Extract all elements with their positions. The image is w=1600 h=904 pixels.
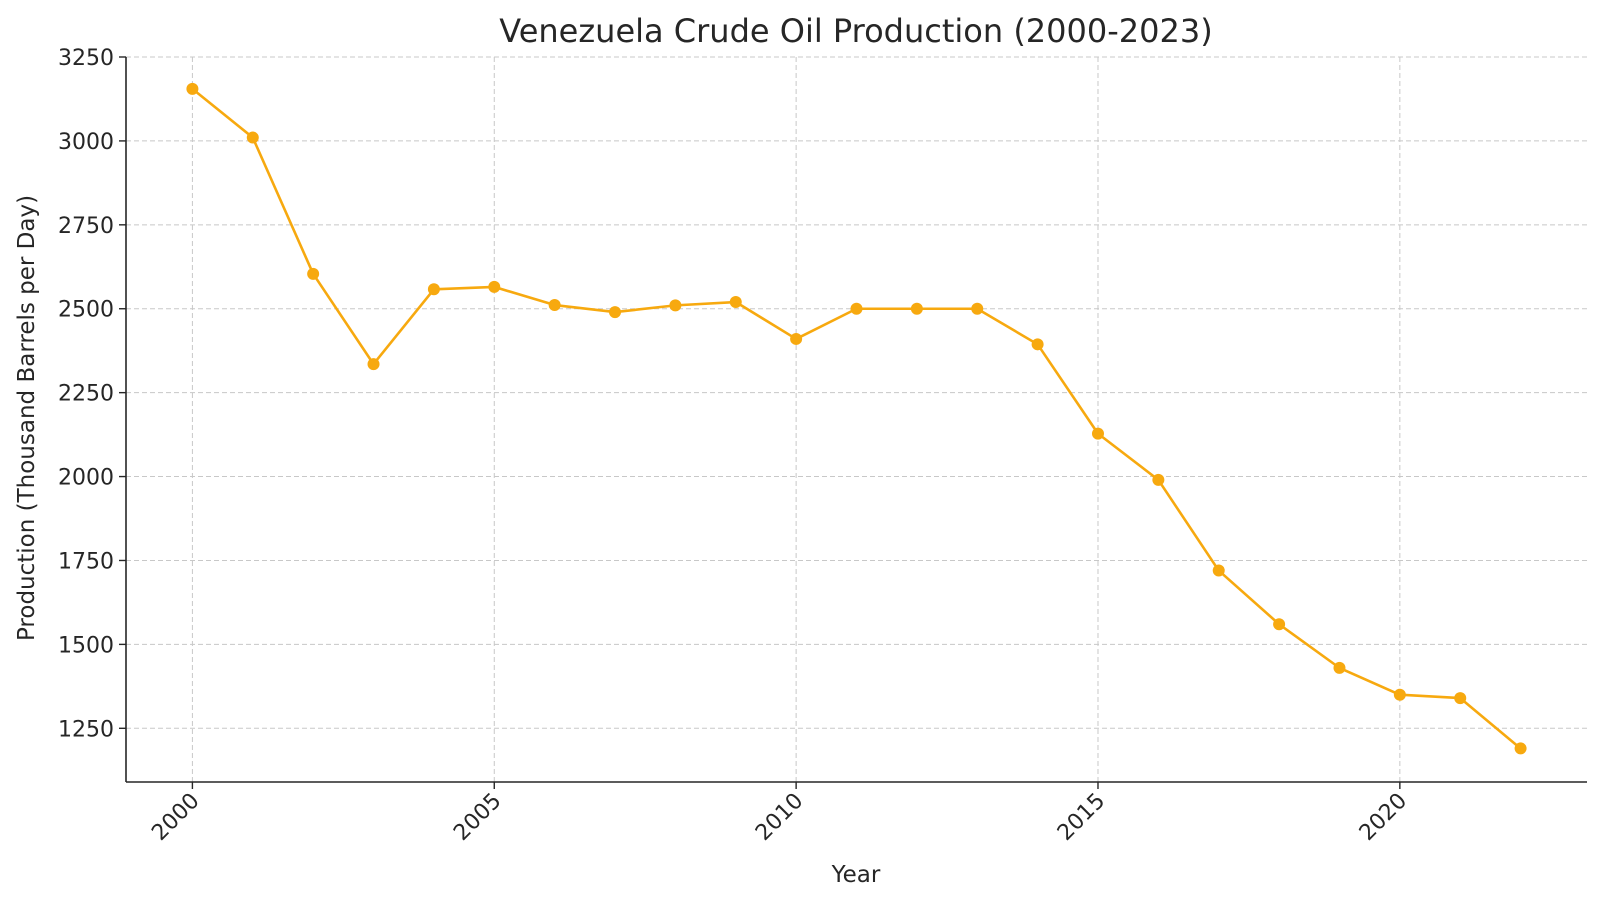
- y-axis-label: Production (Thousand Barrels per Day): [14, 195, 40, 641]
- data-point: [427, 283, 440, 296]
- y-tick-label: 1250: [58, 717, 114, 742]
- y-tick-label: 2000: [58, 466, 114, 491]
- y-tick-label: 2500: [58, 298, 114, 323]
- data-point: [729, 296, 742, 309]
- data-point: [1152, 473, 1165, 486]
- data-point: [1091, 427, 1104, 440]
- data-point: [1333, 661, 1346, 674]
- tick-labels: 1250 1500 1750 2000 2250 2500 2750 3000 3250 2000…: [58, 46, 1412, 846]
- data-point: [971, 302, 984, 315]
- series: [186, 82, 1527, 755]
- data-point: [1031, 338, 1044, 351]
- data-point: [1393, 688, 1406, 701]
- data-point: [488, 280, 501, 293]
- y-tick-label: 1500: [58, 633, 114, 658]
- data-point: [1454, 692, 1467, 705]
- data-point: [1514, 742, 1527, 755]
- data-point: [669, 299, 682, 312]
- series-line: [191, 87, 1522, 750]
- data-point: [609, 306, 622, 319]
- data-point: [1212, 564, 1225, 577]
- data-point: [186, 82, 199, 95]
- chart-title: Venezuela Crude Oil Production (2000-202…: [499, 12, 1212, 50]
- data-point: [910, 302, 923, 315]
- x-tick-label: 2020: [1355, 789, 1412, 846]
- data-point: [850, 302, 863, 315]
- grid: [126, 56, 1587, 782]
- y-tick-label: 2250: [58, 382, 114, 407]
- y-tick-label: 1750: [58, 549, 114, 574]
- data-point: [1273, 618, 1286, 631]
- data-point: [790, 332, 803, 345]
- x-tick-label: 2005: [449, 789, 506, 846]
- data-point: [307, 267, 320, 280]
- y-tick-label: 3250: [58, 46, 114, 71]
- data-point: [548, 299, 561, 312]
- x-tick-label: 2010: [751, 789, 808, 846]
- data-point: [367, 358, 380, 371]
- x-axis-label: Year: [831, 862, 881, 888]
- data-point: [246, 131, 259, 144]
- x-tick-label: 2000: [147, 789, 204, 846]
- x-tick-label: 2015: [1053, 789, 1110, 846]
- y-tick-label: 2750: [58, 214, 114, 239]
- axes: [119, 56, 1587, 789]
- y-tick-label: 3000: [58, 130, 114, 155]
